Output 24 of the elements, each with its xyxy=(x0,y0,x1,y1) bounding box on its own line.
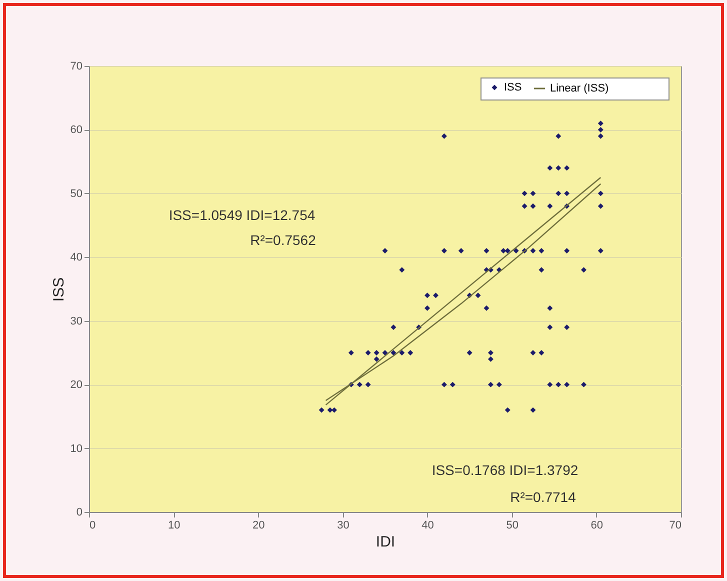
y-tick-label: 60 xyxy=(70,124,82,136)
x-tick-label: 70 xyxy=(669,520,682,532)
x-tick-label: 20 xyxy=(252,520,265,532)
x-tick-label: 40 xyxy=(422,520,434,532)
y-tick-label: 0 xyxy=(76,506,82,518)
legend-label: ISS xyxy=(504,82,522,94)
y-tick-label: 50 xyxy=(70,188,82,200)
annotation: R²=0.7714 xyxy=(510,489,576,505)
annotation: R²=0.7562 xyxy=(250,232,316,248)
x-tick-label: 10 xyxy=(168,520,180,532)
x-tick-label: 50 xyxy=(506,520,518,532)
x-tick-label: 30 xyxy=(337,520,350,532)
y-tick-label: 30 xyxy=(70,315,82,328)
legend-label: Linear (ISS) xyxy=(550,82,609,94)
x-axis-title: IDI xyxy=(376,534,396,550)
x-tick-label: 60 xyxy=(590,520,604,532)
y-tick-label: 20 xyxy=(70,379,82,392)
annotation: ISS=1.0549 IDI=12.754 xyxy=(168,207,316,223)
y-tick-label: 10 xyxy=(70,442,82,455)
y-tick-label: 70 xyxy=(70,60,82,72)
annotation: ISS=0.1768 IDI=1.3792 xyxy=(432,462,578,478)
y-axis-title: ISS xyxy=(50,277,68,302)
x-tick-label: 0 xyxy=(90,520,96,532)
y-tick-label: 40 xyxy=(70,252,82,264)
